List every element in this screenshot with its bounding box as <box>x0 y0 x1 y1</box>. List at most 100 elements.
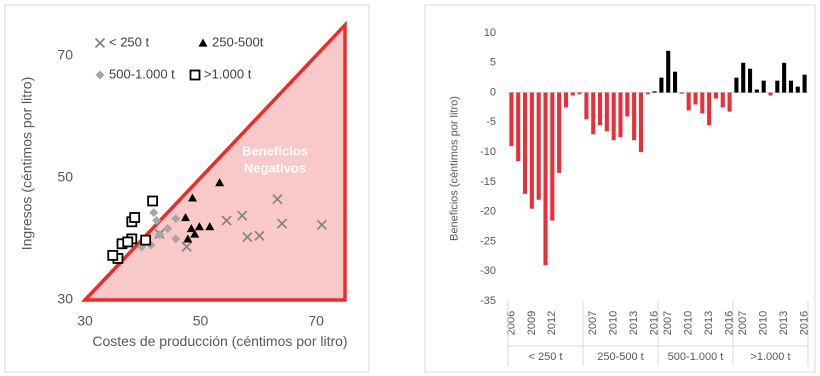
bar <box>734 77 739 93</box>
bar <box>543 92 548 266</box>
point <box>181 213 191 222</box>
bar <box>529 92 534 209</box>
annotation: Beneficios <box>242 143 308 158</box>
bar <box>686 92 691 111</box>
point <box>107 249 119 261</box>
bar <box>523 92 528 194</box>
point <box>276 218 288 229</box>
point <box>181 241 192 252</box>
x-tick-label: 2012 <box>546 311 558 335</box>
bar <box>645 92 650 95</box>
bar <box>775 80 780 93</box>
group-label: < 250 t <box>529 351 563 363</box>
point <box>272 194 283 205</box>
point <box>187 193 197 202</box>
point <box>140 234 152 246</box>
bar <box>509 92 514 147</box>
point <box>190 229 200 238</box>
y-tick-label: -25 <box>480 235 496 247</box>
legend-label: 500-1.000 t <box>109 66 175 81</box>
x-tick-label: 2007 <box>737 311 749 335</box>
y-tick-label: -10 <box>480 146 496 158</box>
bar <box>673 71 678 93</box>
bar <box>659 77 664 93</box>
x-tick-label: 50 <box>193 313 209 329</box>
y-tick-label: 10 <box>484 27 496 39</box>
bar <box>748 68 753 93</box>
point <box>171 234 181 244</box>
y-tick-label: -5 <box>486 116 496 128</box>
bar <box>754 89 759 93</box>
legend-label: < 250 t <box>109 34 150 49</box>
x-tick-label: 2016 <box>648 311 660 335</box>
point <box>152 216 162 226</box>
y-tick-label: -20 <box>480 206 496 218</box>
bar <box>741 62 746 93</box>
x-axis-label: Costes de producción (céntimos por litro… <box>92 333 348 349</box>
bar <box>795 86 800 93</box>
point <box>155 230 165 240</box>
bar <box>720 92 725 108</box>
y-axis-label: Ingresos (céntimos por litro) <box>18 76 35 251</box>
bar <box>536 92 541 200</box>
point <box>129 212 141 223</box>
x-tick-label: 2006 <box>505 311 517 335</box>
legend-marker <box>189 69 201 81</box>
bar <box>727 92 732 112</box>
point <box>242 231 253 243</box>
left-frame <box>4 4 370 373</box>
point <box>147 195 159 207</box>
bar <box>550 92 555 221</box>
x-tick-label: 2007 <box>662 311 674 335</box>
bar <box>761 80 766 93</box>
bar <box>802 74 807 93</box>
y-tick-label: -35 <box>480 295 496 307</box>
legend-label: >1.000 t <box>204 66 252 81</box>
bar <box>584 92 589 120</box>
point <box>221 215 232 226</box>
x-tick-label: 30 <box>77 313 93 329</box>
point <box>186 224 196 233</box>
bar <box>611 92 616 141</box>
legend-marker <box>95 70 105 80</box>
bar <box>638 92 643 153</box>
x-tick-label: 2010 <box>683 311 695 335</box>
y-axis-label: Beneficios (céntimos por litro) <box>448 96 461 241</box>
point <box>183 234 193 243</box>
x-tick-label: 2010 <box>608 311 620 335</box>
bar <box>693 92 698 105</box>
bar <box>788 80 793 93</box>
x-tick-label: 2016 <box>798 311 810 335</box>
region <box>80 20 347 302</box>
x-tick-label: 2007 <box>587 311 599 335</box>
bar <box>700 92 705 114</box>
y-tick-label: -15 <box>480 176 496 188</box>
bar <box>782 62 787 93</box>
bar <box>618 92 623 138</box>
point <box>254 230 265 241</box>
point <box>171 214 181 224</box>
bar <box>604 92 609 132</box>
y-tick-label: 30 <box>57 291 73 307</box>
right-frame <box>424 4 816 373</box>
point <box>215 178 225 187</box>
x-tick-label: 2013 <box>778 311 790 335</box>
point <box>122 236 134 248</box>
point <box>237 210 248 221</box>
point <box>163 224 173 233</box>
group-label: 500-1.000 t <box>668 351 724 363</box>
bar <box>516 92 521 162</box>
bar <box>557 92 562 173</box>
bar <box>707 92 712 126</box>
y-tick-label: -30 <box>480 265 496 277</box>
x-tick-label: 2010 <box>758 311 770 335</box>
point <box>205 222 215 231</box>
x-tick-label: 2016 <box>723 311 735 335</box>
point <box>194 222 204 231</box>
x-tick-label: 2013 <box>628 311 640 335</box>
legend-marker <box>198 38 208 47</box>
bar <box>632 92 637 141</box>
point <box>149 208 159 218</box>
